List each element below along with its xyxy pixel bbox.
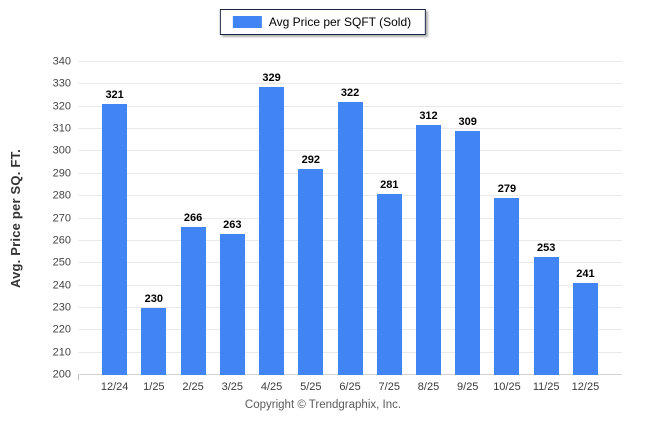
bar-value-label: 309 <box>458 116 477 129</box>
y-tick-label: 210 <box>52 346 71 359</box>
y-tick-label: 290 <box>52 167 71 180</box>
x-tick-label: 5/25 <box>300 381 322 393</box>
bar-slot: 309 <box>448 62 487 375</box>
gridline <box>78 83 622 85</box>
bar-value-label: 230 <box>144 292 164 305</box>
x-tick-label: 1/25 <box>143 381 165 393</box>
bar <box>376 193 402 375</box>
bar <box>337 102 363 375</box>
x-tick-label: 10/25 <box>493 381 521 393</box>
x-tick-label: 12/24 <box>100 381 129 393</box>
x-tick-label: 12/25 <box>571 381 600 393</box>
x-axis-tick <box>78 375 79 380</box>
bar-value-label: 292 <box>301 154 320 167</box>
bar <box>180 227 206 375</box>
bar-slot: 312 <box>409 62 448 375</box>
x-tick-label: 11/25 <box>532 381 560 393</box>
bar-value-label: 321 <box>105 89 124 102</box>
legend-label: Avg Price per SQFT (Sold) <box>268 15 412 29</box>
bar-slot: 279 <box>487 62 526 375</box>
bar <box>415 124 441 375</box>
x-tick-label: 7/25 <box>378 381 400 393</box>
x-tick-label: 3/25 <box>221 381 244 393</box>
y-tick-label: 340 <box>52 55 71 68</box>
x-tick-label: 6/25 <box>339 381 361 393</box>
y-tick-label: 230 <box>52 301 71 314</box>
bar <box>219 234 245 375</box>
plot-area: 200 210 220 230 240 250 260 270 280 290 300 310 320 3… <box>53 56 622 393</box>
y-tick-label: 250 <box>52 256 71 269</box>
y-tick-label: 200 <box>52 368 71 381</box>
bar-value-label: 279 <box>497 183 517 196</box>
bar-slot: 241 <box>566 62 605 375</box>
bar-slot: 281 <box>370 62 409 375</box>
bar <box>455 131 481 375</box>
y-tick-label: 300 <box>52 144 71 157</box>
bar-value-label: 312 <box>419 109 438 122</box>
bar-slot: 322 <box>330 62 369 375</box>
y-tick-label: 280 <box>52 189 71 202</box>
bar-slot: 329 <box>252 62 291 375</box>
bar <box>102 104 128 375</box>
x-tick-label: 9/25 <box>457 381 479 393</box>
bar <box>259 86 285 375</box>
bar <box>298 169 324 375</box>
bar-slot: 253 <box>527 62 566 375</box>
y-tick-label: 320 <box>52 100 71 113</box>
bar-value-label: 266 <box>183 212 203 225</box>
y-tick-label: 240 <box>52 279 71 292</box>
copyright-text: Copyright © Trendgraphix, Inc. <box>244 399 402 411</box>
legend-swatch <box>232 16 262 28</box>
gridline <box>78 61 622 62</box>
y-axis-title: Avg. Price per SQ. FT. <box>8 148 23 288</box>
x-tick-label: 8/25 <box>417 381 440 393</box>
x-axis-labels: 12/24 1/25 2/25 3/25 4/25 5/25 6/25 7/25 8/25 9/2… <box>95 381 605 393</box>
bar <box>533 256 559 375</box>
bar-slot: 263 <box>213 62 252 375</box>
y-tick-label: 330 <box>52 77 71 90</box>
bar-value-label: 322 <box>340 87 360 100</box>
bar-slot: 230 <box>134 62 173 375</box>
bar-value-label: 281 <box>380 178 399 191</box>
bar <box>572 283 598 375</box>
bar-value-label: 263 <box>223 219 242 232</box>
bar <box>494 198 520 375</box>
y-axis-title-wrap: Avg. Price per SQ. FT. <box>8 62 23 375</box>
bar-value-label: 253 <box>537 241 556 254</box>
y-tick-label: 260 <box>52 234 71 247</box>
y-tick-label: 270 <box>52 212 71 224</box>
x-tick-label: 2/25 <box>182 381 204 393</box>
bar <box>141 307 167 375</box>
bar-slot: 321 <box>95 62 134 375</box>
bar-value-label: 241 <box>576 268 595 281</box>
bars-layer: 321 230 266 263 329 292 322 281 312 309 279 253 241 <box>95 62 605 375</box>
bar-slot: 292 <box>291 62 330 375</box>
legend: Avg Price per SQFT (Sold) <box>219 9 427 35</box>
bar-slot: 266 <box>173 62 212 375</box>
x-tick-label: 4/25 <box>260 381 283 393</box>
bar-value-label: 329 <box>262 71 281 84</box>
y-tick-label: 220 <box>52 323 71 336</box>
y-tick-label: 310 <box>52 122 71 135</box>
